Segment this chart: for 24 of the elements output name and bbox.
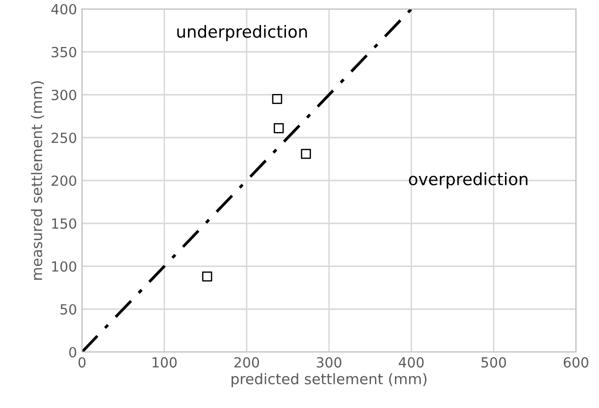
y-tick-label: 150 <box>52 218 76 229</box>
x-tick-label: 0 <box>78 357 86 368</box>
y-tick-label: 50 <box>60 304 76 315</box>
x-tick-label: 400 <box>398 357 424 368</box>
y-tick-label: 250 <box>52 132 76 144</box>
y-tick-label: 200 <box>52 175 76 186</box>
y-tick-label: 300 <box>52 90 76 100</box>
x-tick-label: 200 <box>234 357 259 368</box>
x-tick-label: 100 <box>152 357 177 368</box>
y-tick-label: 0 <box>69 346 76 358</box>
point <box>202 272 212 282</box>
x-tick-label: 500 <box>481 357 506 368</box>
point <box>272 94 282 104</box>
annotation: overprediction <box>408 172 528 189</box>
y-tick-label: 350 <box>52 46 76 58</box>
y-tick-label: 100 <box>52 261 76 272</box>
x-axis-title: predicted settlement (mm) <box>232 373 426 388</box>
x-tick-label: 600 <box>564 357 588 368</box>
y-axis-title: measured settlement (mm) <box>30 81 44 280</box>
point <box>274 123 284 134</box>
x-tick-label: 300 <box>316 357 342 368</box>
annotation: underprediction <box>177 24 307 42</box>
y-tick-label: 400 <box>51 4 76 14</box>
point <box>300 148 311 159</box>
